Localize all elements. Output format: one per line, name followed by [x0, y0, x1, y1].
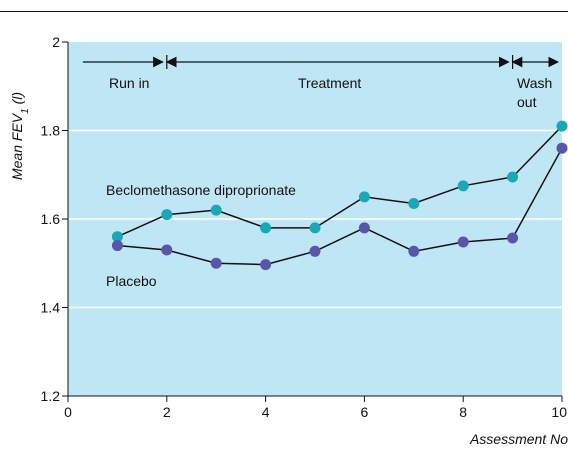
data-point-s0-3 — [260, 222, 272, 234]
series-line-0 — [117, 125, 563, 238]
x-tick-label-4: 8 — [459, 404, 467, 420]
phase-arrows — [82, 55, 560, 69]
data-point-s1-8 — [507, 232, 519, 244]
gridlines — [68, 129, 562, 309]
phase-label-treatment: Treatment — [298, 75, 361, 91]
y-tick-label-0: 1.2 — [41, 388, 61, 404]
y-tick-label-4: 2 — [52, 34, 60, 50]
data-point-s1-6 — [408, 245, 420, 257]
data-point-s1-1 — [161, 244, 173, 256]
y-tick-label-1: 1.4 — [41, 300, 61, 316]
data-point-s0-7 — [457, 180, 469, 192]
x-tick-label-5: 10 — [551, 404, 567, 420]
data-point-s1-3 — [260, 259, 272, 271]
x-tick-label-3: 6 — [361, 404, 369, 420]
data-point-s0-8 — [507, 171, 519, 183]
x-tick-label-2: 4 — [262, 404, 270, 420]
data-point-s1-7 — [457, 236, 469, 248]
y-tick-label-2: 1.6 — [41, 211, 61, 227]
axes: 0 2 4 6 8 10 1.2 1.4 1.6 1.8 2 — [41, 34, 568, 420]
x-axis-label: Assessment No — [469, 431, 568, 447]
x-tick-label-0: 0 — [64, 404, 72, 420]
data-point-s0-1 — [161, 209, 173, 221]
x-tick-label-1: 2 — [163, 404, 171, 420]
data-point-s0-5 — [358, 191, 370, 203]
phase-label-out: out — [517, 94, 537, 110]
series-points — [111, 120, 568, 271]
data-point-s1-0 — [111, 240, 123, 252]
y-tick-label-3: 1.8 — [41, 123, 61, 139]
data-point-s1-4 — [309, 245, 321, 257]
phase-label-wash: Wash — [517, 75, 552, 91]
data-point-s1-2 — [210, 257, 222, 269]
series-label-placebo: Placebo — [106, 273, 157, 289]
data-point-s0-4 — [309, 222, 321, 234]
phase-label-run-in: Run in — [109, 75, 149, 91]
data-point-s0-6 — [408, 198, 420, 210]
series-label-beclomethasone: Beclomethasone diproprionate — [106, 182, 296, 198]
series-line-1 — [117, 147, 563, 266]
series-lines — [117, 125, 563, 266]
data-point-s0-2 — [210, 204, 222, 216]
data-point-s0-9 — [556, 120, 568, 132]
data-point-s1-9 — [556, 142, 568, 154]
data-point-s0-0 — [111, 231, 123, 243]
top-rule — [0, 11, 568, 12]
data-point-s1-5 — [358, 222, 370, 234]
y-axis-label: Mean FEV1 (l) — [9, 92, 31, 180]
